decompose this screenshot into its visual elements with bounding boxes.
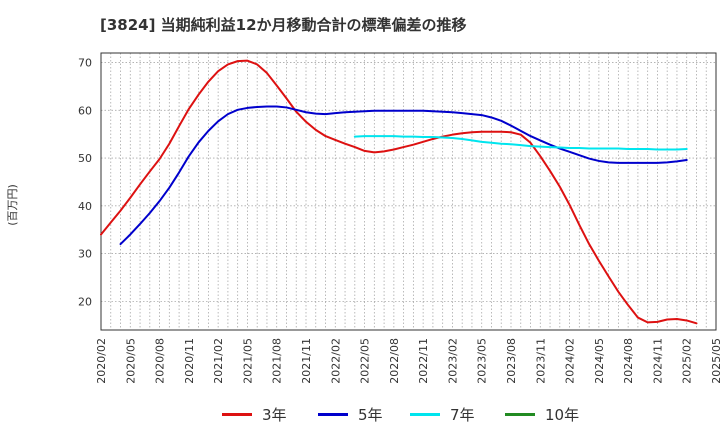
- y-tick-label: 40: [78, 200, 92, 213]
- series-line-3年: [100, 59, 698, 325]
- x-tick-label: 2023/08: [505, 338, 518, 384]
- x-tick-label: 2021/02: [212, 338, 225, 384]
- x-tick-label: 2024/08: [622, 338, 635, 384]
- plot-frame: [100, 52, 717, 331]
- x-tick-label: 2024/02: [564, 338, 577, 384]
- x-tick-label: 2022/05: [359, 338, 372, 384]
- x-tick-label: 2024/11: [651, 338, 664, 384]
- series-lines: [100, 59, 698, 325]
- x-tick-label: 2022/02: [329, 338, 342, 384]
- legend-label: 10年: [545, 405, 580, 424]
- grid-lines: [100, 53, 717, 330]
- x-tick-label: 2020/05: [124, 338, 137, 384]
- x-tick-label: 2022/11: [417, 338, 430, 384]
- x-tick-label: 2025/05: [710, 338, 720, 384]
- y-axis-unit-text: (百万円): [6, 184, 19, 226]
- legend-swatch: [222, 412, 252, 416]
- legend-label: 7年: [450, 405, 475, 424]
- series-line-7年: [353, 135, 688, 151]
- x-tick-label: 2024/05: [593, 338, 606, 384]
- x-tick-label: 2020/08: [154, 338, 167, 384]
- legend-item: 3年: [222, 402, 287, 426]
- x-tick-label: 2021/08: [271, 338, 284, 384]
- y-tick-label: 70: [78, 57, 92, 70]
- series-line-5年: [119, 105, 688, 246]
- y-tick-label: 30: [78, 248, 92, 261]
- legend-item: 5年: [318, 402, 383, 426]
- x-tick-label: 2021/05: [241, 338, 254, 384]
- x-tick-label: 2023/11: [534, 338, 547, 384]
- x-tick-label: 2023/02: [446, 338, 459, 384]
- x-tick-label: 2020/11: [183, 338, 196, 384]
- legend-label: 5年: [358, 405, 383, 424]
- x-tick-label: 2022/08: [388, 338, 401, 384]
- x-tick-label: 2025/02: [681, 338, 694, 384]
- legend-swatch: [505, 412, 535, 416]
- y-tick-label: 50: [78, 152, 92, 165]
- legend-item: 7年: [410, 402, 475, 426]
- y-tick-label: 20: [78, 295, 92, 308]
- axes: [100, 52, 717, 331]
- tick-labels: 20 30 40 50 60 70 2020/02 2020/05 2020/08 2020/11…: [78, 57, 720, 384]
- legend-swatch: [410, 412, 440, 416]
- y-axis-unit-label: (百万円): [2, 175, 22, 235]
- legend-item: 10年: [505, 402, 579, 426]
- legend: 3年 5年 7年 10年: [0, 402, 720, 426]
- x-tick-label: 2020/02: [95, 338, 108, 384]
- x-tick-label: 2021/11: [300, 338, 313, 384]
- x-tick-label: 2023/05: [476, 338, 489, 384]
- y-tick-label: 60: [78, 104, 92, 117]
- chart-title: [3824] 当期純利益12か月移動合計の標準偏差の推移: [100, 16, 467, 34]
- legend-label: 3年: [262, 405, 287, 424]
- legend-swatch: [318, 412, 348, 416]
